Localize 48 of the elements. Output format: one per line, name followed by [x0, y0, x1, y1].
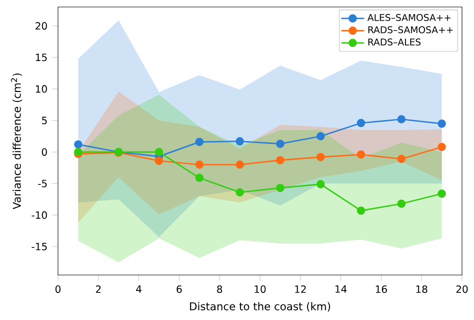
point — [316, 180, 325, 188]
x-tick-label: 2 — [96, 285, 101, 293]
point — [236, 160, 244, 169]
x-tick-label: 0 — [55, 285, 61, 293]
x-tick-label: 10 — [254, 285, 266, 293]
y-tick-label: 15 — [36, 54, 47, 62]
point — [356, 118, 366, 128]
point — [438, 190, 446, 198]
y-tick-label: 10 — [36, 85, 47, 93]
y-tick-label: 0 — [42, 148, 47, 156]
point — [195, 138, 204, 146]
point — [397, 115, 406, 124]
point — [438, 142, 446, 152]
point — [397, 200, 406, 208]
point — [276, 140, 284, 148]
point — [276, 156, 284, 164]
x-tick-label: 6 — [176, 285, 182, 293]
x-tick-label: 14 — [336, 285, 347, 293]
y-tick-label: -15 — [32, 242, 47, 250]
point — [316, 152, 325, 162]
point — [356, 150, 366, 159]
y-tick-label: 20 — [36, 22, 47, 30]
y-tick-label: -5 — [38, 180, 47, 188]
y-tick-label: -10 — [32, 211, 47, 219]
point — [356, 206, 366, 215]
point — [438, 120, 446, 128]
point — [154, 156, 164, 165]
point — [316, 132, 325, 140]
x-axis-title: Distance to the coast (km) — [190, 302, 330, 312]
point — [74, 140, 82, 149]
legend-label: RADS–ALES — [368, 38, 421, 46]
y-tick-label: 5 — [42, 116, 47, 124]
point — [276, 184, 284, 192]
x-tick-label: 4 — [136, 285, 142, 293]
legend-label: ALES–SAMOSA++ — [367, 14, 450, 21]
point — [195, 160, 204, 169]
legend-label: RADS–SAMOSA++ — [368, 26, 453, 34]
x-tick-label: 20 — [456, 285, 468, 293]
point — [236, 137, 244, 146]
x-tick-label: 18 — [416, 285, 428, 293]
point — [397, 154, 406, 164]
x-tick-label: 16 — [376, 285, 387, 293]
x-tick-label: 12 — [295, 285, 306, 293]
point — [236, 188, 244, 197]
y-axis-title: Variance difference (cm$^{2}$) — [11, 74, 22, 210]
point — [195, 174, 204, 182]
point — [154, 148, 164, 156]
x-tick-label: 8 — [217, 285, 222, 293]
